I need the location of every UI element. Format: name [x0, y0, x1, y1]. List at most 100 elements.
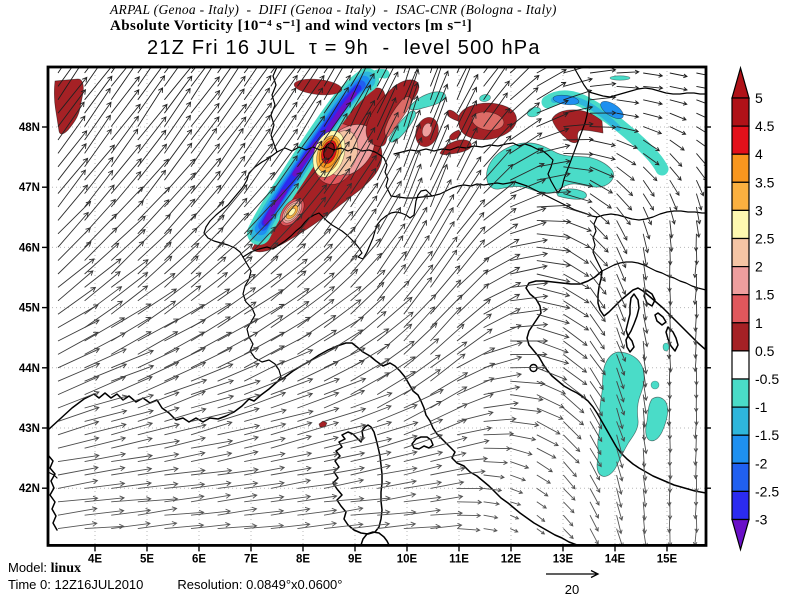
wind-arrow [430, 436, 468, 449]
wind-arrow [137, 481, 179, 489]
wind-arrow [642, 260, 648, 281]
wind-arrow [110, 67, 128, 87]
wind-arrow [164, 213, 197, 248]
wind-arrow [217, 116, 247, 154]
wind-arrow [668, 247, 673, 266]
wind-arrow [217, 170, 247, 208]
wind-arrow [510, 461, 530, 469]
wind-arrow [164, 114, 191, 154]
wind-arrow [430, 193, 455, 235]
wind-arrow [84, 156, 114, 194]
wind-arrow [429, 178, 452, 221]
wind-arrow [669, 153, 683, 167]
wind-arrow [217, 362, 260, 382]
wind-arrow [243, 87, 270, 127]
wind-arrow [164, 227, 198, 261]
wind-arrow [350, 391, 393, 409]
wind-arrow [456, 527, 481, 533]
wind-arrow [616, 381, 625, 403]
wind-arrow [110, 228, 146, 261]
wind-arrow [190, 256, 227, 288]
wind-arrow [164, 142, 193, 181]
wind-arrow [563, 77, 594, 87]
wind-arrow [376, 356, 416, 382]
wind-arrow [589, 528, 599, 545]
wind-arrow [376, 180, 402, 221]
wind-arrow [164, 272, 202, 302]
wind-arrow [616, 528, 624, 546]
wind-arrow [376, 137, 398, 181]
wind-arrow [217, 450, 259, 463]
wind-arrow [589, 474, 601, 494]
x-tick-label: 13E [553, 553, 574, 565]
wind-arrow [563, 260, 590, 277]
wind-arrow [430, 220, 455, 261]
wind-arrow [137, 272, 176, 302]
wind-arrow [350, 450, 392, 463]
wind-arrow [377, 434, 418, 449]
wind-arrow [270, 332, 313, 355]
wind-arrow [164, 285, 202, 315]
wind-arrow [509, 147, 544, 168]
wind-arrow [57, 465, 99, 476]
wind-arrow [483, 528, 498, 533]
wind-arrow [297, 298, 335, 328]
wind-arrow [137, 103, 168, 141]
wind-arrow [110, 215, 146, 248]
wind-arrow [403, 388, 444, 409]
wind-arrow [190, 272, 229, 302]
wind-arrow [376, 296, 413, 328]
wind-arrow [643, 85, 664, 91]
wind-arrow [110, 128, 139, 168]
wind-arrow [563, 447, 580, 464]
colorbar-label: -2.5 [755, 483, 779, 499]
wind-arrow [323, 167, 351, 208]
wind-arrow [642, 327, 649, 348]
wind-arrow [510, 447, 533, 456]
wind-arrow [350, 281, 385, 315]
colorbar: 5 4.5 4 3.5 3 2.5 2 1.5 1 0.5 -0.5 -1 -1.5 -2 -2.5 -3 [731, 65, 779, 552]
wind-arrow [457, 485, 485, 491]
wind-arrow [589, 447, 602, 468]
wind-arrow [642, 139, 661, 152]
wind-arrow [111, 436, 153, 449]
wind-arrow [323, 101, 352, 141]
wind-arrow [669, 112, 687, 121]
wind-arrow [589, 166, 615, 178]
wind-arrow [536, 488, 549, 497]
wind-arrow [616, 407, 624, 430]
y-tick-label: 45N [19, 303, 40, 315]
wind-arrow [137, 241, 172, 275]
wind-arrow [350, 182, 379, 221]
wind-arrow [483, 163, 514, 194]
wind-arrow [483, 92, 508, 127]
wind-arrow [456, 86, 478, 127]
wind-arrow [616, 421, 626, 442]
wind-arrow [483, 107, 511, 141]
wind-arrow [669, 85, 688, 92]
wind-arrow [403, 507, 442, 516]
wind-arrow [536, 394, 565, 409]
map-frame [46, 65, 708, 547]
wind-arrow [57, 286, 97, 315]
wind-arrow [536, 340, 569, 354]
wind-arrow [483, 266, 521, 288]
wind-arrow [84, 242, 120, 275]
wind-arrow [456, 328, 493, 355]
wind-arrow [323, 506, 364, 516]
wind-arrow [456, 182, 482, 221]
wind-arrow [190, 493, 232, 503]
wind-arrow [164, 255, 199, 288]
y-tick-label: 46N [19, 242, 40, 254]
wind-arrow [536, 202, 572, 208]
wind-arrow [589, 110, 617, 116]
colorbar-label: 0.5 [755, 343, 775, 359]
wind-arrow [297, 286, 336, 315]
wind-arrow [430, 480, 465, 489]
wind-arrow [57, 506, 98, 516]
wind-arrow [270, 101, 298, 141]
wind-arrow [137, 255, 173, 288]
wind-arrow [510, 514, 520, 520]
wind-arrow [137, 199, 170, 235]
wind-arrow [668, 461, 673, 480]
